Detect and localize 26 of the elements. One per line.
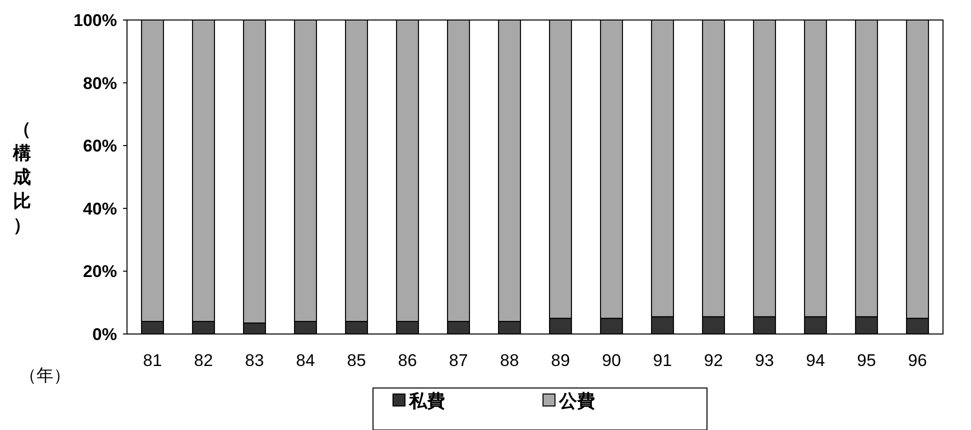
x-tick-label: 89 — [551, 351, 570, 370]
x-tick-label: 86 — [398, 351, 417, 370]
y-tick-label: 100% — [74, 11, 117, 30]
y-tick-label: 40% — [82, 199, 117, 218]
x-tick-label: 85 — [347, 351, 366, 370]
x-tick-label: 90 — [602, 351, 621, 370]
legend-label: 公費 — [558, 391, 595, 411]
y-tick-label: 0% — [92, 325, 117, 344]
x-tick-label: 95 — [857, 351, 876, 370]
x-tick-label: 93 — [755, 351, 774, 370]
x-tick-label: 88 — [500, 351, 519, 370]
x-tick-label: 84 — [296, 351, 315, 370]
legend-label: 私費 — [408, 391, 445, 411]
y-axis-title: （構成比） — [12, 119, 31, 235]
x-tick-label: 87 — [449, 351, 468, 370]
x-tick-label: 94 — [806, 351, 825, 370]
x-tick-label: 81 — [143, 351, 162, 370]
y-tick-label: 20% — [82, 262, 117, 282]
x-tick-label: 96 — [908, 351, 927, 370]
x-tick-label: 92 — [704, 351, 723, 370]
y-tick-label: 60% — [82, 136, 117, 156]
x-tick-label: 91 — [653, 351, 672, 370]
x-tick-label: 83 — [245, 351, 264, 370]
x-tick-label: 82 — [194, 351, 213, 370]
x-axis-title: （年） — [20, 366, 70, 385]
y-tick-label: 80% — [82, 74, 117, 93]
